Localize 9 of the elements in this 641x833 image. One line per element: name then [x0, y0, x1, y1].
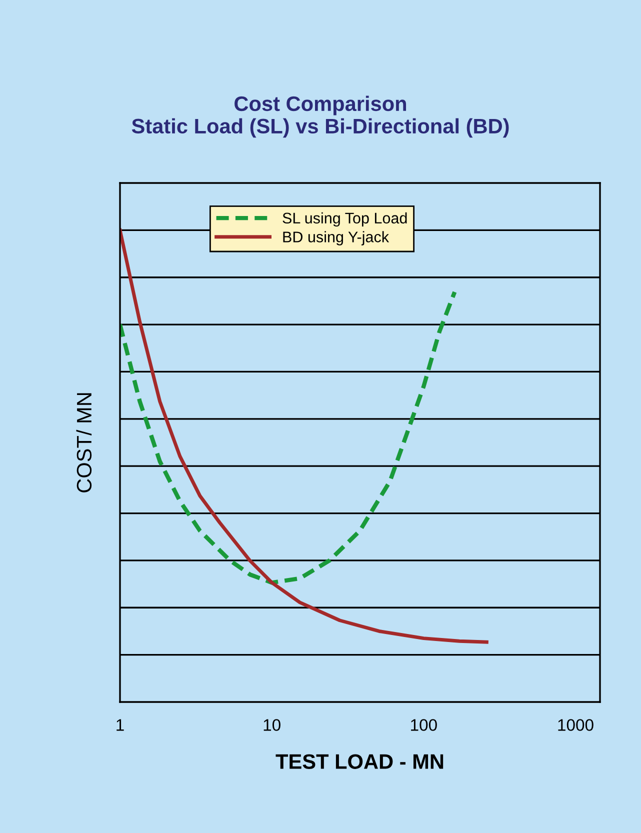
- x-tick-label: 10: [264, 719, 280, 731]
- x-tick-label: 1: [116, 719, 124, 731]
- y-axis-title: COST/ MN: [76, 393, 92, 492]
- x-tick-label: 100: [411, 719, 437, 731]
- x-tick-label: 1000: [558, 719, 594, 731]
- x-axis-title: TEST LOAD - MN: [276, 754, 444, 769]
- legend-label: BD using Y-jack: [283, 231, 390, 246]
- legend-label: SL using Top Load: [282, 212, 407, 227]
- chart-title: Cost Comparison Static Load (SL) vs Bi-Directional (BD): [132, 96, 509, 138]
